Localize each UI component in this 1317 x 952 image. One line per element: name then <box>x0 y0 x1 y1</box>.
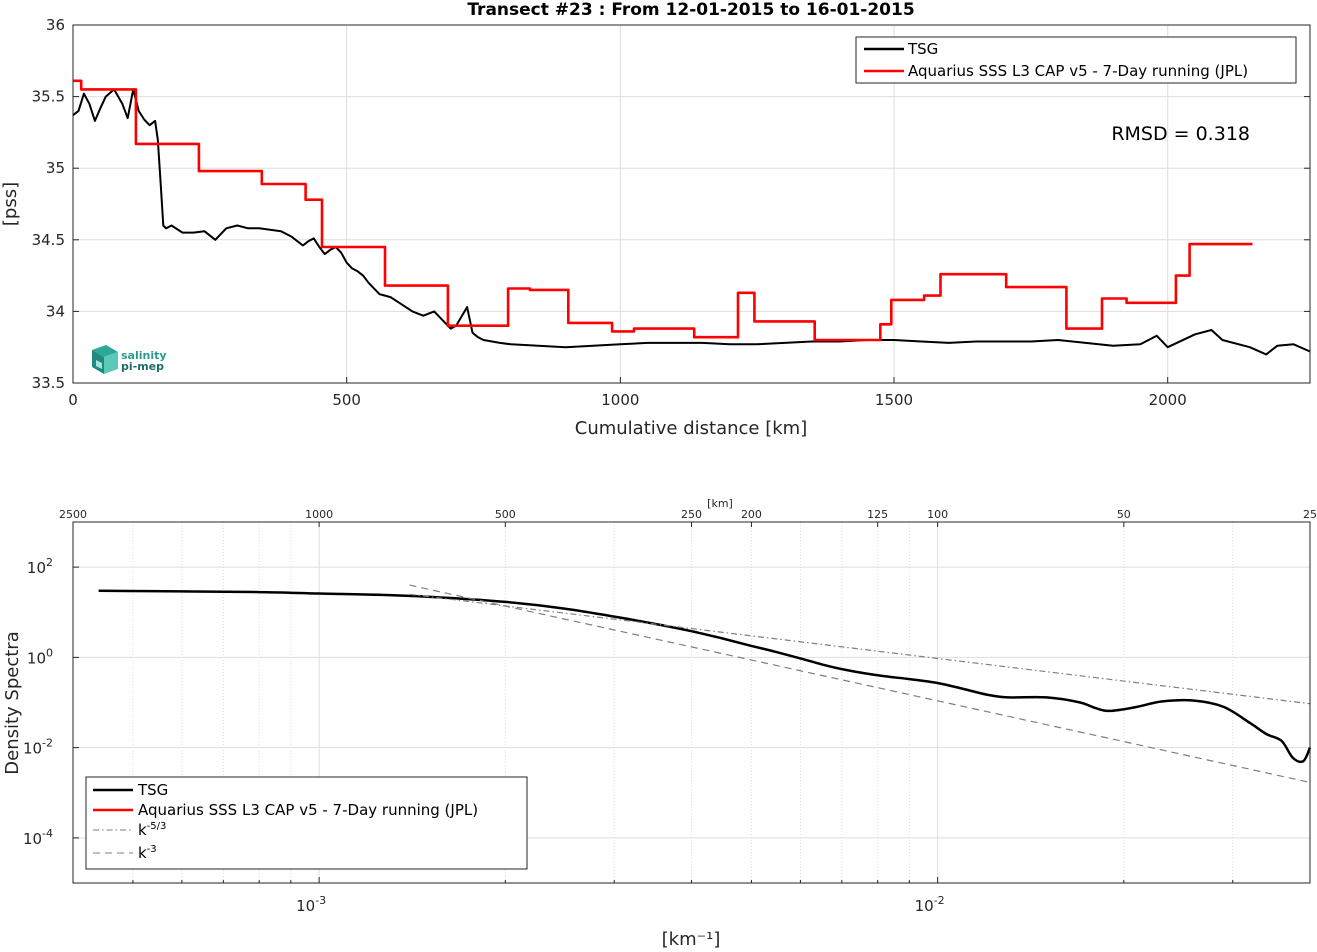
bottom-legend-label-tsg: TSG <box>137 781 168 799</box>
top-x-tick-label: 0 <box>68 391 78 409</box>
top-y-tick-label: 35 <box>46 159 65 177</box>
bottom-x-tick-label: 10-3 <box>296 894 326 915</box>
top-y-tick-label: 34.5 <box>32 231 65 249</box>
bottom-series-line-k3 <box>409 584 1311 783</box>
legend-k53-base: k <box>138 821 147 839</box>
top-y-tick-label: 34 <box>46 302 65 320</box>
bottom-plot: 10-3 10-2 102 100 10-2 10-4 2500 1000 500 250 200 1… <box>2 497 1317 950</box>
top-km-tick-label: 100 <box>927 508 948 521</box>
bottom-series-line-tsg <box>98 589 1312 764</box>
top-legend: TSG Aquarius SSS L3 CAP v5 - 7-Day runni… <box>855 36 1297 84</box>
bottom-y-tick-label: 10-2 <box>23 737 53 758</box>
bottom-legend-label-aquarius: Aquarius SSS L3 CAP v5 - 7-Day running (… <box>138 801 478 819</box>
top-series-line-tsg <box>72 88 1311 356</box>
top-y-tick-label: 36 <box>46 16 65 34</box>
bottom-legend: TSG Aquarius SSS L3 CAP v5 - 7-Day runni… <box>85 776 528 870</box>
bottom-y-tick-label: 102 <box>27 556 53 577</box>
top-y-axis-label: [pss] <box>0 182 21 226</box>
top-plot: 0 500 1000 1500 2000 33.5 34 34.5 35 35.5 36 Trans… <box>0 0 1311 439</box>
top-x-tick-label: 1500 <box>875 391 913 409</box>
top-legend-box <box>855 36 1297 84</box>
top-legend-label-aquarius: Aquarius SSS L3 CAP v5 - 7-Day running (… <box>908 62 1248 80</box>
top-series-line-aquarius <box>73 79 1253 342</box>
top-km-tick-label: 2500 <box>59 508 87 521</box>
legend-k53-exp: -5/3 <box>147 821 167 832</box>
logo-cube-icon <box>92 345 118 374</box>
bottom-legend-box <box>85 776 528 870</box>
bottom-y-axis-label: Density Spectra <box>2 631 23 774</box>
top-y-tick-label: 35.5 <box>32 88 65 106</box>
top-y-tick-label: 33.5 <box>32 374 65 392</box>
top-x-tick-label: 1000 <box>601 391 639 409</box>
top-series <box>72 79 1311 356</box>
top-x-axis-label: Cumulative distance [km] <box>575 418 807 439</box>
bottom-series <box>98 584 1312 783</box>
salinity-pi-mep-logo: salinity pi-mep <box>92 345 167 374</box>
top-legend-label-tsg: TSG <box>907 40 938 58</box>
top-km-tick-label: 50 <box>1117 508 1131 521</box>
bottom-x-tick-label: 10-2 <box>915 894 945 915</box>
top-km-tick-label: 250 <box>681 508 702 521</box>
top-plot-area <box>73 25 1310 383</box>
svg-text:pi-mep: pi-mep <box>121 360 164 373</box>
top-km-axis-label: [km] <box>707 497 733 510</box>
bottom-legend-label-k53: k-5/3 <box>138 821 166 839</box>
top-x-tick-label: 500 <box>332 391 361 409</box>
top-x-tick-label: 2000 <box>1149 391 1187 409</box>
top-ticks: 0 500 1000 1500 2000 33.5 34 34.5 35 35.5 36 <box>32 16 1310 409</box>
bottom-x-axis-label: [km⁻¹] <box>662 929 721 948</box>
top-km-tick-label: 1000 <box>305 508 333 521</box>
bottom-series-line-k53 <box>409 593 1311 705</box>
logo-text: salinity <box>121 349 167 362</box>
top-km-tick-label: 25 <box>1303 508 1317 521</box>
top-chart-title: Transect #23 : From 12-01-2015 to 16-01-… <box>467 0 914 20</box>
top-plot-frame <box>72 24 1311 384</box>
top-km-tick-label: 500 <box>495 508 516 521</box>
legend-k3-base: k <box>138 844 147 862</box>
top-km-tick-label: 125 <box>867 508 888 521</box>
bottom-y-tick-label: 10-4 <box>23 827 53 848</box>
rmsd-annotation: RMSD = 0.318 <box>1111 123 1250 145</box>
legend-k3-exp: -3 <box>147 844 157 855</box>
top-km-tick-label: 200 <box>741 508 762 521</box>
bottom-legend-label-k3: k-3 <box>138 844 157 862</box>
bottom-y-tick-label: 100 <box>27 646 53 667</box>
